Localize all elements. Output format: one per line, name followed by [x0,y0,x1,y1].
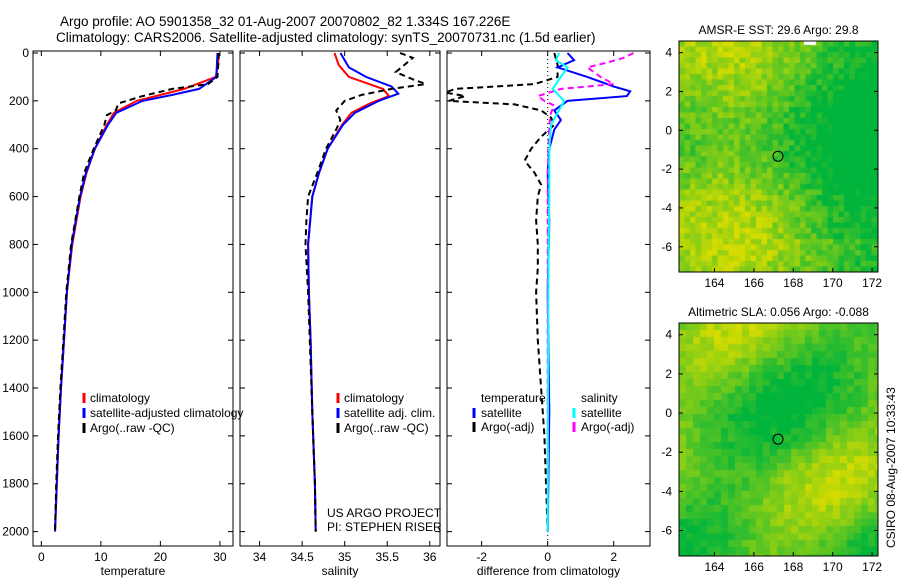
x-tick-label: 10 [94,550,108,564]
legend-label: Argo(..raw -QC) [90,421,175,435]
y-tick-label: -6 [661,240,672,254]
x-tick-label: 164 [704,560,724,574]
x-tick-label: 170 [823,560,843,574]
x-tick-label: 36 [423,550,437,564]
y-tick-label: 0 [665,123,672,137]
map-frame [678,322,879,557]
y-tick-label: 0 [22,46,29,60]
x-tick-label: 164 [704,276,724,290]
salinity-panel: 34 34.5 35 35.5 36 salinity climatologysatelli… [239,50,441,578]
legend-label: satellite [581,406,622,420]
x-tick-label: 0 [38,550,45,564]
y-tick-label: -2 [661,162,672,176]
figure-title-line2: Climatology: CARS2006. Satellite-adjuste… [56,30,596,45]
y-tick-label: 1400 [2,381,29,395]
sst-map-image [679,41,878,272]
x-axis-label: salinity [322,564,359,578]
map-frame [678,40,879,273]
temperature-panel: 0 10 20 30 0 200 400 600 800 1000 1200 1400 1600 1800… [2,46,243,578]
x-tick-label: 172 [862,276,882,290]
credit-project: US ARGO PROJECT [327,506,442,520]
legend-label: satellite adj. clim. [344,406,435,420]
legend-label: Argo(-adj) [581,420,634,434]
legend-label: Argo(..raw -QC) [344,421,429,435]
x-tick-label: 2 [610,550,617,564]
credit-pi: PI: STEPHEN RISER [327,520,442,534]
y-tick-label: 600 [9,190,29,204]
axes-frame [239,50,441,547]
sla-map-image [679,323,878,556]
y-tick-label: -4 [661,201,672,215]
y-tick-label: 2000 [2,525,29,539]
y-tick-label: 0 [665,406,672,420]
y-tick-label: -6 [661,524,672,538]
axes-frame [446,50,651,547]
y-tick-label: 1600 [2,429,29,443]
x-tick-label: 168 [783,276,803,290]
timestamp: CSIRO 08-Aug-2007 10:33:43 [884,387,898,548]
map-title: Altimetric SLA: 0.056 Argo: -0.088 [688,305,869,319]
y-tick-label: 4 [665,328,672,342]
map-title: AMSR-E SST: 29.6 Argo: 29.8 [698,23,858,37]
x-axis-label: difference from climatology [477,564,620,578]
y-tick-label: -4 [661,484,672,498]
x-tick-label: 20 [154,550,168,564]
legend-label: Argo(-adj) [481,420,534,434]
y-tick-label: 200 [9,94,29,108]
argo-location-marker [772,433,784,445]
figure-title-line1: Argo profile: AO 5901358_32 01-Aug-2007 … [60,14,510,29]
series-line-argo-raw-qc- [304,52,426,532]
y-tick-label: -2 [661,445,672,459]
x-tick-label: 170 [823,276,843,290]
y-tick-label: 1800 [2,477,29,491]
x-axis-label: temperature [101,564,166,578]
y-tick-label: 1000 [2,285,29,299]
x-tick-label: -2 [476,550,487,564]
series-line-argo-raw-qc- [54,53,220,532]
x-tick-label: 35.5 [376,550,400,564]
x-tick-label: 35 [338,550,352,564]
legend-title: temperature [481,391,546,405]
series-line-salinity-argo-adj- [535,52,634,532]
x-tick-label: 34 [253,550,267,564]
x-tick-label: 172 [862,560,882,574]
legend-label: climatology [344,391,404,405]
y-tick-label: 2 [665,84,672,98]
x-tick-label: 166 [744,560,764,574]
series-line-temperature-argo-adj- [441,52,559,532]
legend-label: satellite [481,406,522,420]
series-line-salinity-satellite [546,52,569,532]
x-tick-label: 168 [783,560,803,574]
y-tick-label: 1200 [2,333,29,347]
y-tick-label: 800 [9,237,29,251]
y-tick-label: 400 [9,142,29,156]
x-tick-label: 166 [744,276,764,290]
legend-label: satellite-adjusted climatology [90,406,243,420]
y-tick-label: 4 [665,46,672,60]
axes-frame [32,50,234,547]
legend-label: climatology [90,391,150,405]
y-tick-label: 2 [665,367,672,381]
argo-location-marker [772,150,784,162]
x-tick-label: 0 [544,550,551,564]
x-tick-label: 30 [213,550,227,564]
legend-title: salinity [581,391,618,405]
x-tick-label: 34.5 [290,550,314,564]
